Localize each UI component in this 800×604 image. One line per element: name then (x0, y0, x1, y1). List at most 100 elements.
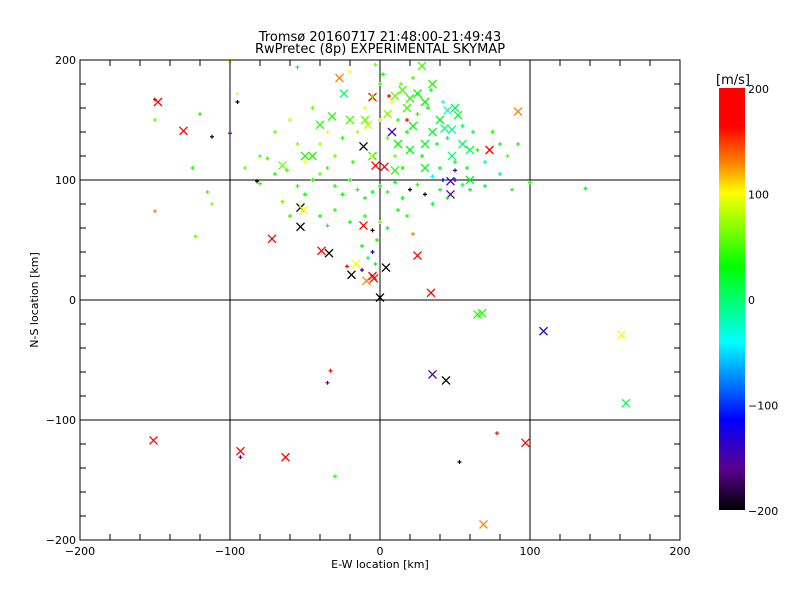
x-tick-label: 200 (670, 545, 691, 558)
data-point-large (477, 308, 487, 318)
data-point-small (516, 142, 520, 146)
data-point-large (390, 91, 400, 101)
data-point-large (417, 61, 427, 71)
data-point-small (355, 130, 360, 134)
data-point-large (339, 89, 349, 99)
data-point-large (375, 293, 385, 303)
data-point-small (453, 160, 457, 164)
data-point-small (333, 154, 337, 158)
data-point-small (360, 268, 364, 272)
data-point-large (443, 105, 452, 115)
data-point-small (385, 226, 390, 230)
data-point-small (288, 118, 292, 122)
data-point-small (393, 180, 397, 185)
data-point-small (369, 154, 373, 158)
data-point-large (617, 330, 626, 340)
y-tick-label: 100 (55, 174, 76, 187)
data-point-small (457, 460, 462, 464)
data-point-small (205, 190, 210, 194)
data-point-large (351, 259, 361, 269)
data-point-large (317, 246, 326, 256)
data-point-large (465, 145, 475, 155)
data-point-large (296, 222, 305, 232)
data-point-large (362, 276, 371, 286)
data-point-small (460, 182, 465, 187)
data-point-large (426, 288, 436, 298)
data-point-small (318, 214, 322, 218)
data-point-small (370, 228, 375, 233)
data-point-small (420, 154, 424, 158)
data-point-large (383, 109, 392, 119)
data-point-small (381, 72, 385, 77)
data-point-small (396, 118, 400, 122)
data-point-small (370, 94, 375, 98)
data-point-small (340, 136, 345, 140)
data-point-large (299, 205, 308, 215)
data-point-large (440, 123, 449, 133)
data-point-small (415, 182, 420, 187)
grid-lines (80, 60, 680, 540)
y-tick-label: −100 (46, 414, 76, 427)
data-point-small (498, 142, 502, 146)
data-point-small (210, 202, 214, 206)
data-point-large (371, 161, 380, 171)
data-point-small (385, 136, 390, 140)
data-point-small (435, 142, 439, 146)
data-point-small (393, 154, 397, 158)
data-point-large (539, 326, 548, 336)
data-point-small (411, 232, 415, 236)
data-point-small (468, 187, 472, 192)
data-point-small (198, 112, 202, 116)
data-point-large (458, 139, 467, 149)
data-point-small (351, 160, 355, 164)
data-point-small (370, 190, 375, 194)
data-point-small (400, 196, 405, 200)
data-point-small (325, 166, 330, 170)
data-point-small (370, 250, 375, 254)
data-point-large (441, 375, 451, 385)
data-point-large (360, 115, 370, 125)
data-point-small (243, 166, 247, 170)
data-point-small (378, 220, 382, 224)
data-point-large (405, 93, 415, 103)
data-point-small (490, 130, 495, 134)
data-point-small (273, 172, 277, 176)
x-axis-label: E-W location [km] (331, 558, 429, 571)
data-point-large (405, 145, 415, 155)
data-point-small (438, 187, 442, 192)
data-point-small (273, 130, 277, 134)
data-point-large (387, 127, 397, 137)
data-point-small (328, 368, 333, 373)
data-point-small (340, 192, 345, 197)
data-point-small (475, 148, 480, 152)
chart-title: Tromsø 20160717 21:48:00-21:49:43 (258, 30, 501, 45)
plot-frame (79, 59, 681, 541)
colorbar-tick-label: −100 (748, 400, 778, 413)
data-point-large (380, 162, 389, 172)
data-point-large (347, 270, 356, 280)
data-point-large (278, 161, 287, 171)
data-point-small (438, 166, 442, 170)
x-tick-label: 100 (520, 545, 541, 558)
data-point-small (238, 455, 243, 460)
data-point-small (153, 209, 157, 214)
x-tick-label: −100 (215, 545, 245, 558)
data-point-large (435, 115, 445, 125)
data-point-small (303, 192, 307, 197)
data-point-small (318, 172, 322, 176)
data-point-large (359, 141, 368, 151)
data-point-large (363, 120, 373, 130)
data-point-small (583, 186, 588, 191)
data-point-small (360, 244, 364, 248)
data-point-large (453, 110, 463, 120)
data-point-small (405, 118, 409, 122)
data-point-small (430, 202, 435, 206)
data-point-small (153, 97, 157, 102)
data-point-small (441, 178, 445, 182)
data-point-large (345, 115, 355, 125)
data-point-small (375, 238, 379, 242)
data-point-small (280, 199, 285, 204)
data-point-large (420, 139, 430, 149)
data-point-small (265, 156, 270, 161)
colorbar-tick-label: 0 (748, 294, 755, 307)
